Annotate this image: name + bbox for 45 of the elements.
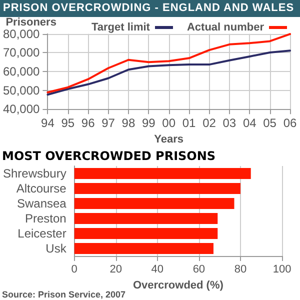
y-tick-label: 50,000 (3, 83, 40, 98)
y-tick-label: 40,000 (3, 102, 40, 116)
x-tick-label: 60 (192, 264, 206, 276)
y-tick-label: Leicester (18, 226, 66, 240)
y-tick-label: Altcourse (16, 182, 67, 196)
chart-title: MOST OVERCROWDED PRISONS (2, 149, 216, 163)
bar (74, 212, 218, 224)
x-tick-label: 06 (283, 116, 297, 130)
y-tick-label: Swansea (16, 196, 67, 210)
y-tick-label: 70,000 (3, 46, 40, 60)
bar (74, 182, 240, 194)
x-tick-label: 94 (41, 116, 55, 130)
x-tick-label: 96 (81, 116, 96, 130)
x-tick-label: 01 (182, 116, 196, 130)
legend-label: Target limit (92, 22, 150, 34)
y-tick-label: 80,000 (3, 26, 40, 41)
source-note: Source: Prison Service, 2007 (2, 290, 126, 300)
x-tick-label: 97 (102, 116, 116, 130)
y-tick-label: 60,000 (3, 64, 40, 78)
x-tick-label: 80 (234, 264, 247, 276)
x-tick-label: 40 (151, 264, 164, 276)
y-tick-label: Shrewsbury (3, 166, 66, 180)
y-axis-title: Prisoners (6, 16, 56, 28)
x-tick-label: 03 (222, 116, 236, 130)
bar (74, 228, 218, 240)
y-tick-label: Preston (25, 212, 66, 226)
x-tick-label: 02 (202, 116, 216, 130)
x-tick-label: 00 (162, 116, 176, 130)
x-tick-label: 99 (142, 116, 156, 130)
y-tick-label: Usk (46, 242, 68, 256)
x-tick-label: 05 (263, 116, 277, 130)
x-tick-label: 98 (122, 116, 136, 130)
x-tick-label: 0 (71, 264, 78, 276)
x-tick-label: 04 (242, 116, 257, 130)
x-axis-title: Overcrowded (%) (132, 279, 224, 292)
x-axis-title: Years (154, 134, 184, 146)
legend-label: Actual number (186, 22, 265, 34)
x-tick-label: 20 (110, 264, 122, 276)
chart-title: PRISON OVERCROWDING - ENGLAND AND WALES (0, 0, 300, 17)
bar (74, 198, 234, 210)
x-tick-label: 100 (272, 264, 292, 276)
bar (74, 168, 251, 180)
line-series (46, 50, 291, 96)
x-tick-label: 95 (61, 116, 75, 130)
bar (74, 242, 214, 254)
